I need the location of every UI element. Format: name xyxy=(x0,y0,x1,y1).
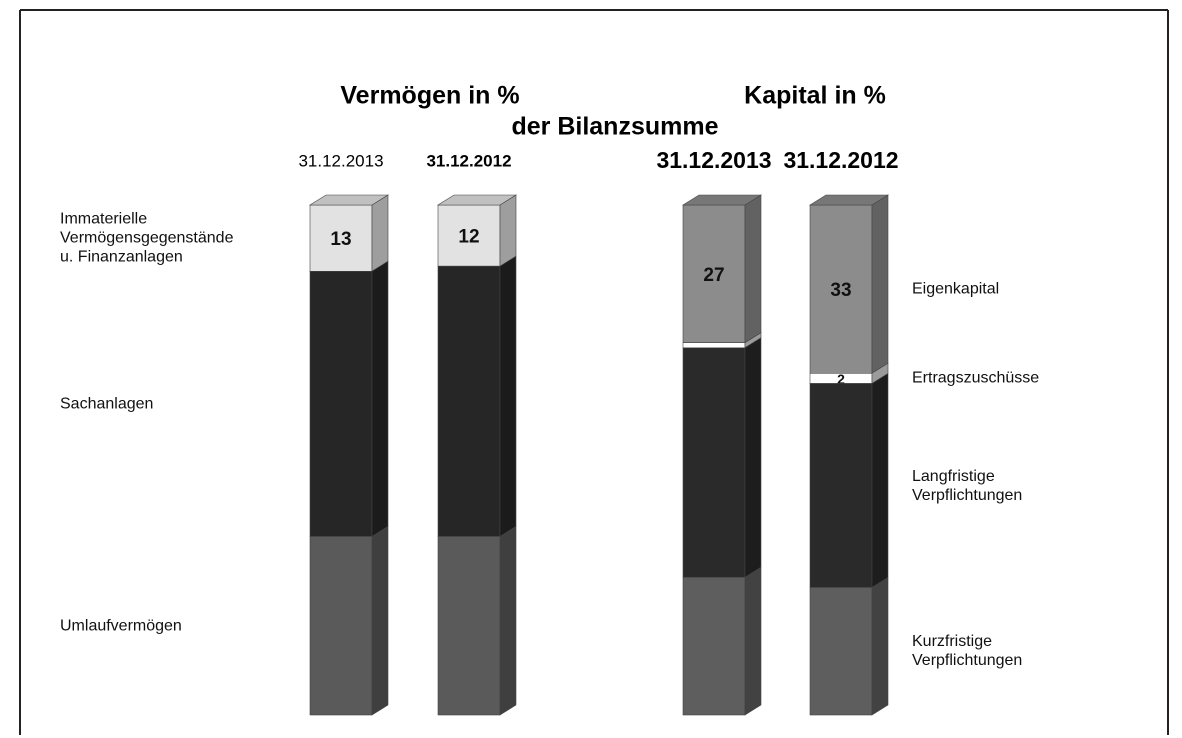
bar-side xyxy=(871,372,889,589)
legend-label: Langfristige Verpflichtungen xyxy=(912,467,1023,504)
legend-label: Sachanlagen xyxy=(60,395,154,413)
x-tick-label: 31.12.2012 xyxy=(783,147,898,173)
bar-top xyxy=(436,194,518,206)
bar-side xyxy=(871,194,889,374)
value-label: 2 xyxy=(837,371,845,387)
bar-side xyxy=(871,576,889,716)
value-label: 27 xyxy=(703,265,724,286)
group-title: Vermögen in % xyxy=(340,82,519,110)
bar-side xyxy=(744,194,762,344)
bar-segment xyxy=(682,204,746,343)
legend-label: Eigenkapital xyxy=(912,280,1000,298)
legend-label: Kurzfristige Verpflichtungen xyxy=(912,633,1023,670)
bar-side xyxy=(744,337,762,578)
bar-side xyxy=(499,525,517,716)
legend-label: Ertragszuschüsse xyxy=(912,369,1040,387)
bar-side xyxy=(744,566,762,716)
bar-side xyxy=(371,525,389,716)
x-tick-label: 31.12.2013 xyxy=(656,147,771,173)
bar-segment xyxy=(809,587,873,716)
bar-segment xyxy=(682,347,746,578)
chart-title: der Bilanzsumme xyxy=(511,113,718,141)
bar-segment xyxy=(309,270,373,537)
bar-side xyxy=(499,255,517,538)
legend-label: Immaterielle Vermögensgegenstände u. Fin… xyxy=(60,210,234,266)
bar-side xyxy=(371,260,389,538)
bar-top xyxy=(681,194,763,206)
bar-top xyxy=(308,194,390,206)
bar-side xyxy=(499,194,517,267)
group-title: Kapital in % xyxy=(744,82,886,110)
bar-segment xyxy=(682,342,746,349)
bar-segment xyxy=(437,536,501,716)
value-label: 33 xyxy=(830,280,851,301)
value-label: 13 xyxy=(330,229,351,250)
bar-side xyxy=(371,194,389,272)
x-tick-label: 31.12.2013 xyxy=(298,151,383,170)
bar-segment xyxy=(809,383,873,588)
bar-segment xyxy=(309,536,373,716)
x-tick-label: 31.12.2012 xyxy=(426,151,511,170)
value-label: 12 xyxy=(458,227,479,248)
legend-label: Umlaufvermögen xyxy=(60,617,182,635)
bar-segment xyxy=(437,265,501,537)
bar-segment xyxy=(809,204,873,374)
bar-top xyxy=(808,194,890,206)
bar-segment xyxy=(682,576,746,716)
